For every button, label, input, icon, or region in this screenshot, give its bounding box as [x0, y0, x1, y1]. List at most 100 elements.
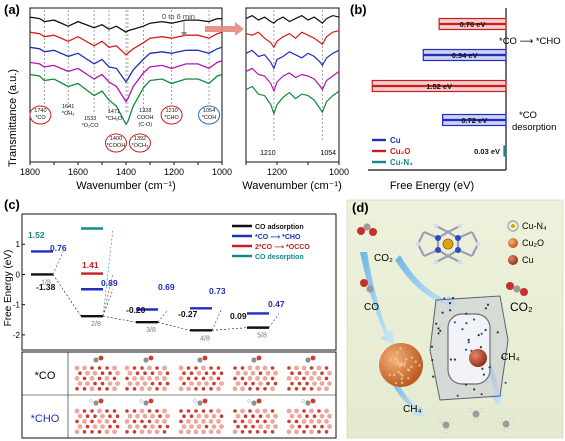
cage-atom — [501, 356, 504, 359]
cage-atom — [451, 296, 455, 300]
slab-atom — [208, 419, 214, 424]
slab-atom — [289, 424, 295, 429]
panel-b-label-cho: *CO ⟶ *CHO — [499, 36, 561, 47]
zoom-x-tick-label-1200: 1200 — [267, 167, 287, 177]
panel-a-zoom-guides: 1210 1054 — [260, 10, 336, 157]
sphere-atom — [407, 369, 411, 372]
slab-atom — [258, 414, 263, 419]
panel-a-zoom-x-ticks: 1200 1000 — [245, 162, 349, 177]
cage-atom — [453, 358, 456, 361]
slab-atom — [270, 386, 275, 392]
site-label-1: 2/8 — [91, 321, 101, 328]
cu2o-nanosphere — [379, 343, 423, 387]
slab-atom — [201, 429, 206, 435]
slab-atom — [273, 381, 278, 386]
slab-atom — [193, 429, 199, 435]
slab-atom — [235, 413, 241, 419]
connector-2 — [102, 315, 137, 323]
slab-atom — [77, 381, 83, 386]
peak-label-1641-1: *OH₂ — [62, 111, 75, 117]
slab-atom — [211, 424, 217, 429]
slab-atom — [212, 381, 216, 386]
cage-atom — [480, 393, 483, 396]
slab-atom — [105, 387, 109, 391]
slab-atom — [140, 366, 144, 370]
peak-label-1328-1: COOH — [137, 115, 154, 121]
bar-label-1-0: 1.52 eV — [426, 82, 452, 91]
slab-atom — [125, 409, 129, 413]
slab-atom — [316, 376, 322, 381]
slab-atom — [77, 424, 83, 429]
x-tick-label-1400: 1400 — [116, 167, 136, 177]
legend-cu-n4-label: Cu-N₄ — [522, 221, 547, 231]
adsorbate-o — [202, 355, 208, 361]
slab-atom — [216, 386, 221, 392]
slab-atom — [155, 409, 159, 413]
bar-1-2 — [503, 145, 506, 157]
sphere-atom — [388, 373, 391, 377]
x-tick-label-1200: 1200 — [164, 167, 184, 177]
site-label-3: 4/8 — [200, 335, 210, 342]
slab-atom — [82, 387, 87, 391]
slab-atom — [82, 419, 87, 424]
slab-atom — [263, 419, 267, 424]
cage-atom — [465, 322, 468, 325]
slab-atom — [216, 408, 221, 414]
slab-atom — [316, 365, 322, 371]
slab-atom — [127, 370, 133, 376]
bar-label-0-0: 0.76 eV — [460, 20, 486, 29]
slab-atom — [74, 365, 80, 371]
panel-a: (a) Transmittance (a.u.) 1800 1600 1400 120… — [4, 2, 349, 192]
slab-atom — [165, 413, 170, 419]
slab-atom — [189, 424, 194, 429]
slab-atom — [294, 408, 299, 414]
peak-label-1400-1: *COOH — [107, 143, 126, 149]
slab-atom — [294, 429, 299, 435]
slab-atom — [85, 381, 90, 386]
slab-atom — [90, 419, 94, 424]
panel-b-label-desorption-2: desorption — [512, 122, 556, 133]
slab-atom — [235, 381, 241, 386]
c-annotation-3: 1.41 — [82, 260, 99, 270]
c-annotation-1: 0.76 — [50, 243, 67, 253]
slab-atom — [124, 419, 130, 424]
legend-cu-icon — [508, 255, 518, 265]
sphere-atom — [396, 351, 399, 354]
slab-atom — [154, 419, 160, 424]
slab-atom — [127, 381, 133, 386]
slab-atom — [100, 413, 105, 419]
spectrum-line-3 — [29, 46, 223, 84]
slab-atom — [201, 409, 206, 413]
slab-atom — [194, 376, 198, 381]
slab-atom — [108, 371, 112, 376]
cage-atom — [479, 346, 482, 349]
slab-atom — [324, 386, 329, 392]
slab-atom — [105, 366, 109, 370]
slab-atom — [324, 408, 329, 414]
panel-c: (c) Free Energy (eV) -2 -1 0 1 1/8 2/8 3/8 4/8… — [3, 197, 337, 439]
label-co2-b: CO₂ — [510, 300, 533, 314]
slab-atom — [186, 409, 191, 413]
peak-label-1210-1: *CHO — [164, 115, 179, 121]
adsorbate-o — [202, 398, 208, 404]
slab-atom — [251, 381, 255, 386]
panel-a-main-xlabel: Wavenumber (cm⁻¹) — [76, 180, 176, 192]
slab-atom — [263, 387, 267, 391]
slab-atom — [247, 419, 253, 424]
slab-atom — [139, 408, 145, 414]
slab-atom — [251, 414, 255, 419]
adsorbate-h — [139, 399, 143, 403]
panel-a-peak-labels: 1740*CO1641*OH₂1533*O₂CO1471*CH₂O1400*CO… — [29, 104, 221, 153]
slab-atom — [247, 376, 253, 381]
cage-atom — [473, 388, 476, 391]
slab-atom — [265, 424, 271, 429]
slab-atom — [186, 419, 191, 424]
slab-atom — [90, 430, 94, 434]
panel-a-ylabel: Transmittance (a.u.) — [7, 69, 19, 167]
sphere-atom — [410, 356, 414, 359]
panel-b-letter: (b) — [350, 2, 367, 17]
cage-atom — [488, 366, 491, 369]
adsorbate-c — [143, 357, 149, 363]
connector-3-1 — [102, 228, 114, 317]
slab-atom — [211, 413, 217, 419]
